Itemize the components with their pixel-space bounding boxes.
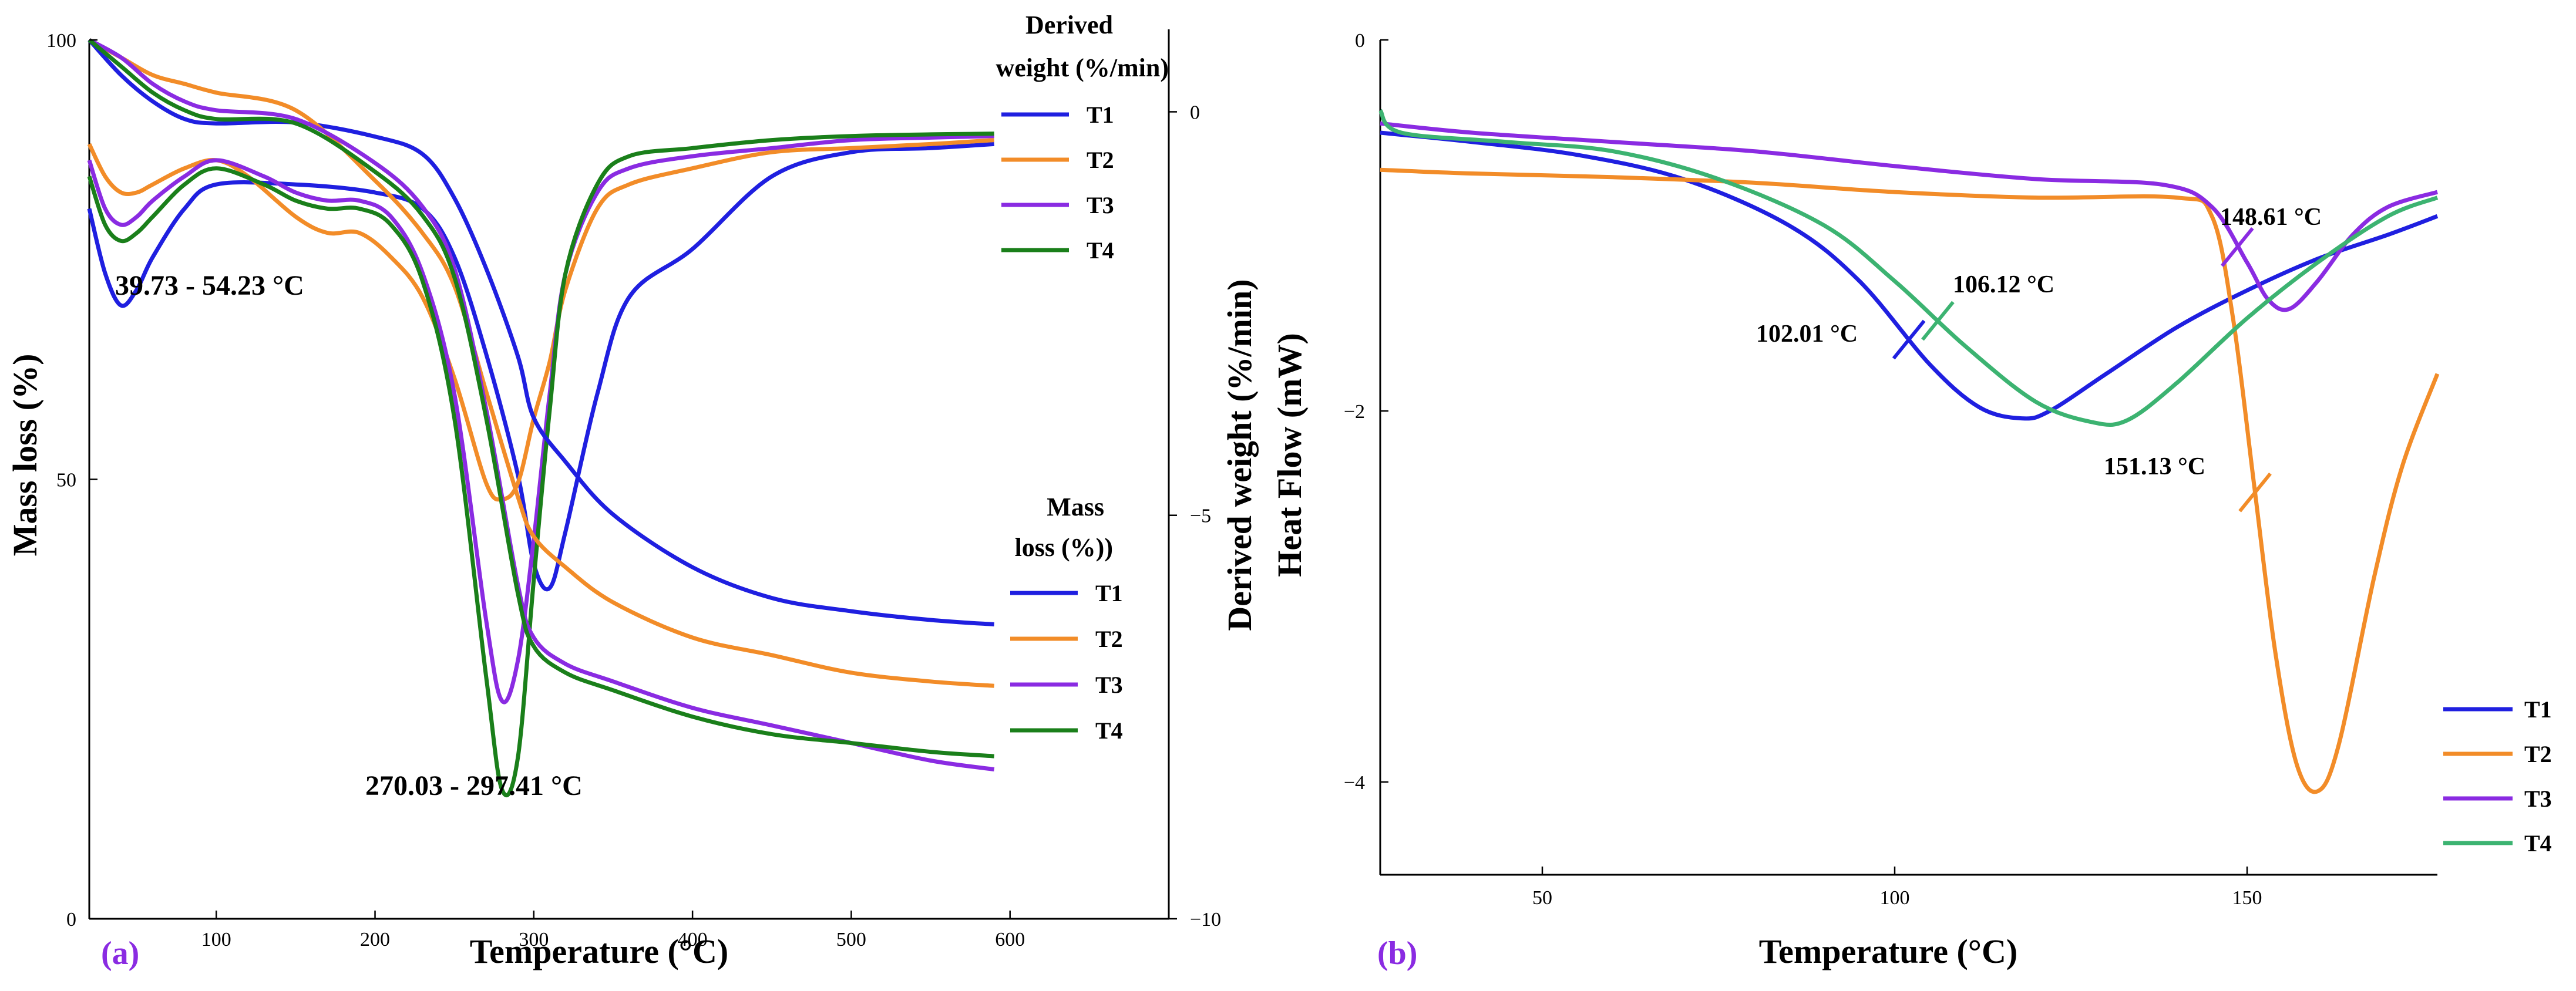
panel-a-mass-line-t4: [88, 38, 994, 759]
panel-b-annotation-t3: 148.61 °C: [2220, 204, 2322, 231]
panel-a-legend-derived-label-t4: T4: [1087, 237, 1114, 264]
panel-a-annotation-high: 270.03 - 297.41 °C: [365, 770, 583, 801]
panel-b-x-tick-label: 100: [1880, 887, 1910, 909]
panel-a-mass-line-t1: [88, 38, 994, 626]
panel-a-legend-mass: T1 T2 T3 T4: [1010, 580, 1123, 744]
panel-a-x-tick-label: 500: [836, 929, 866, 950]
panel-b-y-tick-label: −2: [1344, 401, 1365, 423]
panel-b-annotation-t4: 106.12 °C: [1953, 271, 2054, 298]
panel-a-series-lines: [87, 38, 995, 798]
panel-a-x-tick-label: 200: [360, 929, 390, 950]
panel-b-legend-label-t1: T1: [2524, 696, 2552, 723]
panel-b-label: (b): [1377, 935, 1417, 972]
panel-b-marker-t1: [1892, 319, 1926, 360]
panel-a-legend-mass-title-2: loss (%)): [1015, 533, 1113, 562]
panel-a-legend-mass-label-t4: T4: [1095, 717, 1123, 744]
panel-b-y-axis-title: Heat Flow (mW): [1270, 333, 1309, 577]
panel-a-frame: [88, 29, 1170, 920]
panel-b-legend-label-t2: T2: [2524, 741, 2552, 767]
panel-a-derived-line-t3: [87, 134, 994, 705]
panel-b-ticks: 50 100 150 0 −2 −4: [1344, 30, 2262, 909]
panel-a-y-tick-label: 100: [46, 30, 76, 52]
panel-b-onset-markers: [1892, 227, 2272, 513]
panel-a-legend-mass-label-t3: T3: [1095, 672, 1123, 698]
panel-a-y2-tick-label: 0: [1190, 102, 1200, 123]
panel-a-y-tick-label: 0: [66, 909, 76, 931]
panel-a-legend-mass-label-t1: T1: [1095, 580, 1123, 606]
panel-b-y-tick-label: 0: [1355, 30, 1365, 52]
panel-a-mass-line-t2: [88, 38, 994, 688]
panel-a-legend-derived-label-t3: T3: [1087, 192, 1114, 218]
panel-b-line-t1: [1380, 130, 2439, 421]
panel-b-marker-t2: [2238, 472, 2272, 513]
panel-b-frame: [1379, 40, 2437, 876]
panel-a-legend-derived: T1 T2 T3 T4: [1001, 102, 1114, 264]
panel-a-label: (a): [101, 935, 139, 972]
panel-a-chart: 100 200 300 400 500 600 0 50 100 0 −5 −10 Mass loss…: [6, 11, 1259, 972]
panel-b-x-tick-label: 150: [2232, 887, 2262, 909]
panel-a-x-tick-label: 100: [201, 929, 231, 950]
panel-b-annotation-t1: 102.01 °C: [1756, 321, 1858, 348]
panel-a-y2-axis-title: Derived weight (%/min): [1220, 279, 1259, 631]
panel-a-legend-derived-label-t1: T1: [1087, 102, 1114, 128]
panel-a-y2-tick-label: −10: [1190, 909, 1221, 931]
panel-b-line-t3: [1380, 121, 2439, 312]
panel-a-derived-line-t4: [87, 132, 994, 798]
panel-a-annotation-low: 39.73 - 54.23 °C: [115, 270, 304, 301]
panel-a-legend-mass-label-t2: T2: [1095, 626, 1123, 652]
panel-b-legend-label-t3: T3: [2524, 786, 2552, 812]
panel-b-chart: 50 100 150 0 −2 −4 Heat Flow (mW) Temperature…: [1270, 30, 2552, 972]
panel-a-ticks: 100 200 300 400 500 600 0 50 100 0 −5 −10: [46, 30, 1221, 950]
panel-b-line-t4: [1378, 109, 2439, 427]
panel-a-y2-tick-label: −5: [1190, 505, 1211, 527]
panel-b-marker-t3: [2220, 227, 2254, 267]
panel-b-x-tick-label: 50: [1532, 887, 1552, 909]
panel-b-x-axis-title: Temperature (°C): [1759, 932, 2017, 970]
panel-a-x-tick-label: 300: [519, 929, 549, 950]
panel-a-derived-line-t1: [87, 141, 994, 592]
panel-b-legend-label-t4: T4: [2524, 830, 2552, 857]
panel-a-legend-mass-title-1: Mass: [1047, 493, 1104, 521]
panel-a-x-axis-title: Temperature (°C): [470, 932, 728, 970]
panel-a-x-tick-label: 600: [995, 929, 1025, 950]
panel-a-y-tick-label: 50: [56, 470, 76, 491]
panel-b-legend: T1 T2 T3 T4: [2443, 696, 2552, 857]
panel-a-legend-derived-title-2: weight (%/min): [996, 53, 1169, 82]
panel-a-y-axis-title: Mass loss (%): [6, 354, 44, 557]
panel-b-y-tick-label: −4: [1344, 772, 1365, 794]
panel-a-derived-line-t2: [87, 138, 994, 502]
panel-a-legend-derived-label-t2: T2: [1087, 147, 1114, 173]
panel-b-marker-t4: [1921, 301, 1955, 341]
panel-b-annotation-t2: 151.13 °C: [2104, 453, 2205, 480]
panel-b-line-t2: [1380, 167, 2440, 794]
panel-a-legend-derived-title-1: Derived: [1025, 11, 1113, 39]
panel-a-x-tick-label: 400: [678, 929, 708, 950]
panel-b-series-lines: [1378, 109, 2440, 794]
